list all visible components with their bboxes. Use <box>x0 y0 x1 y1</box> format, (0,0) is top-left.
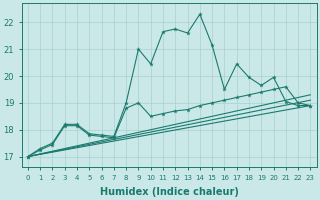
X-axis label: Humidex (Indice chaleur): Humidex (Indice chaleur) <box>100 187 239 197</box>
